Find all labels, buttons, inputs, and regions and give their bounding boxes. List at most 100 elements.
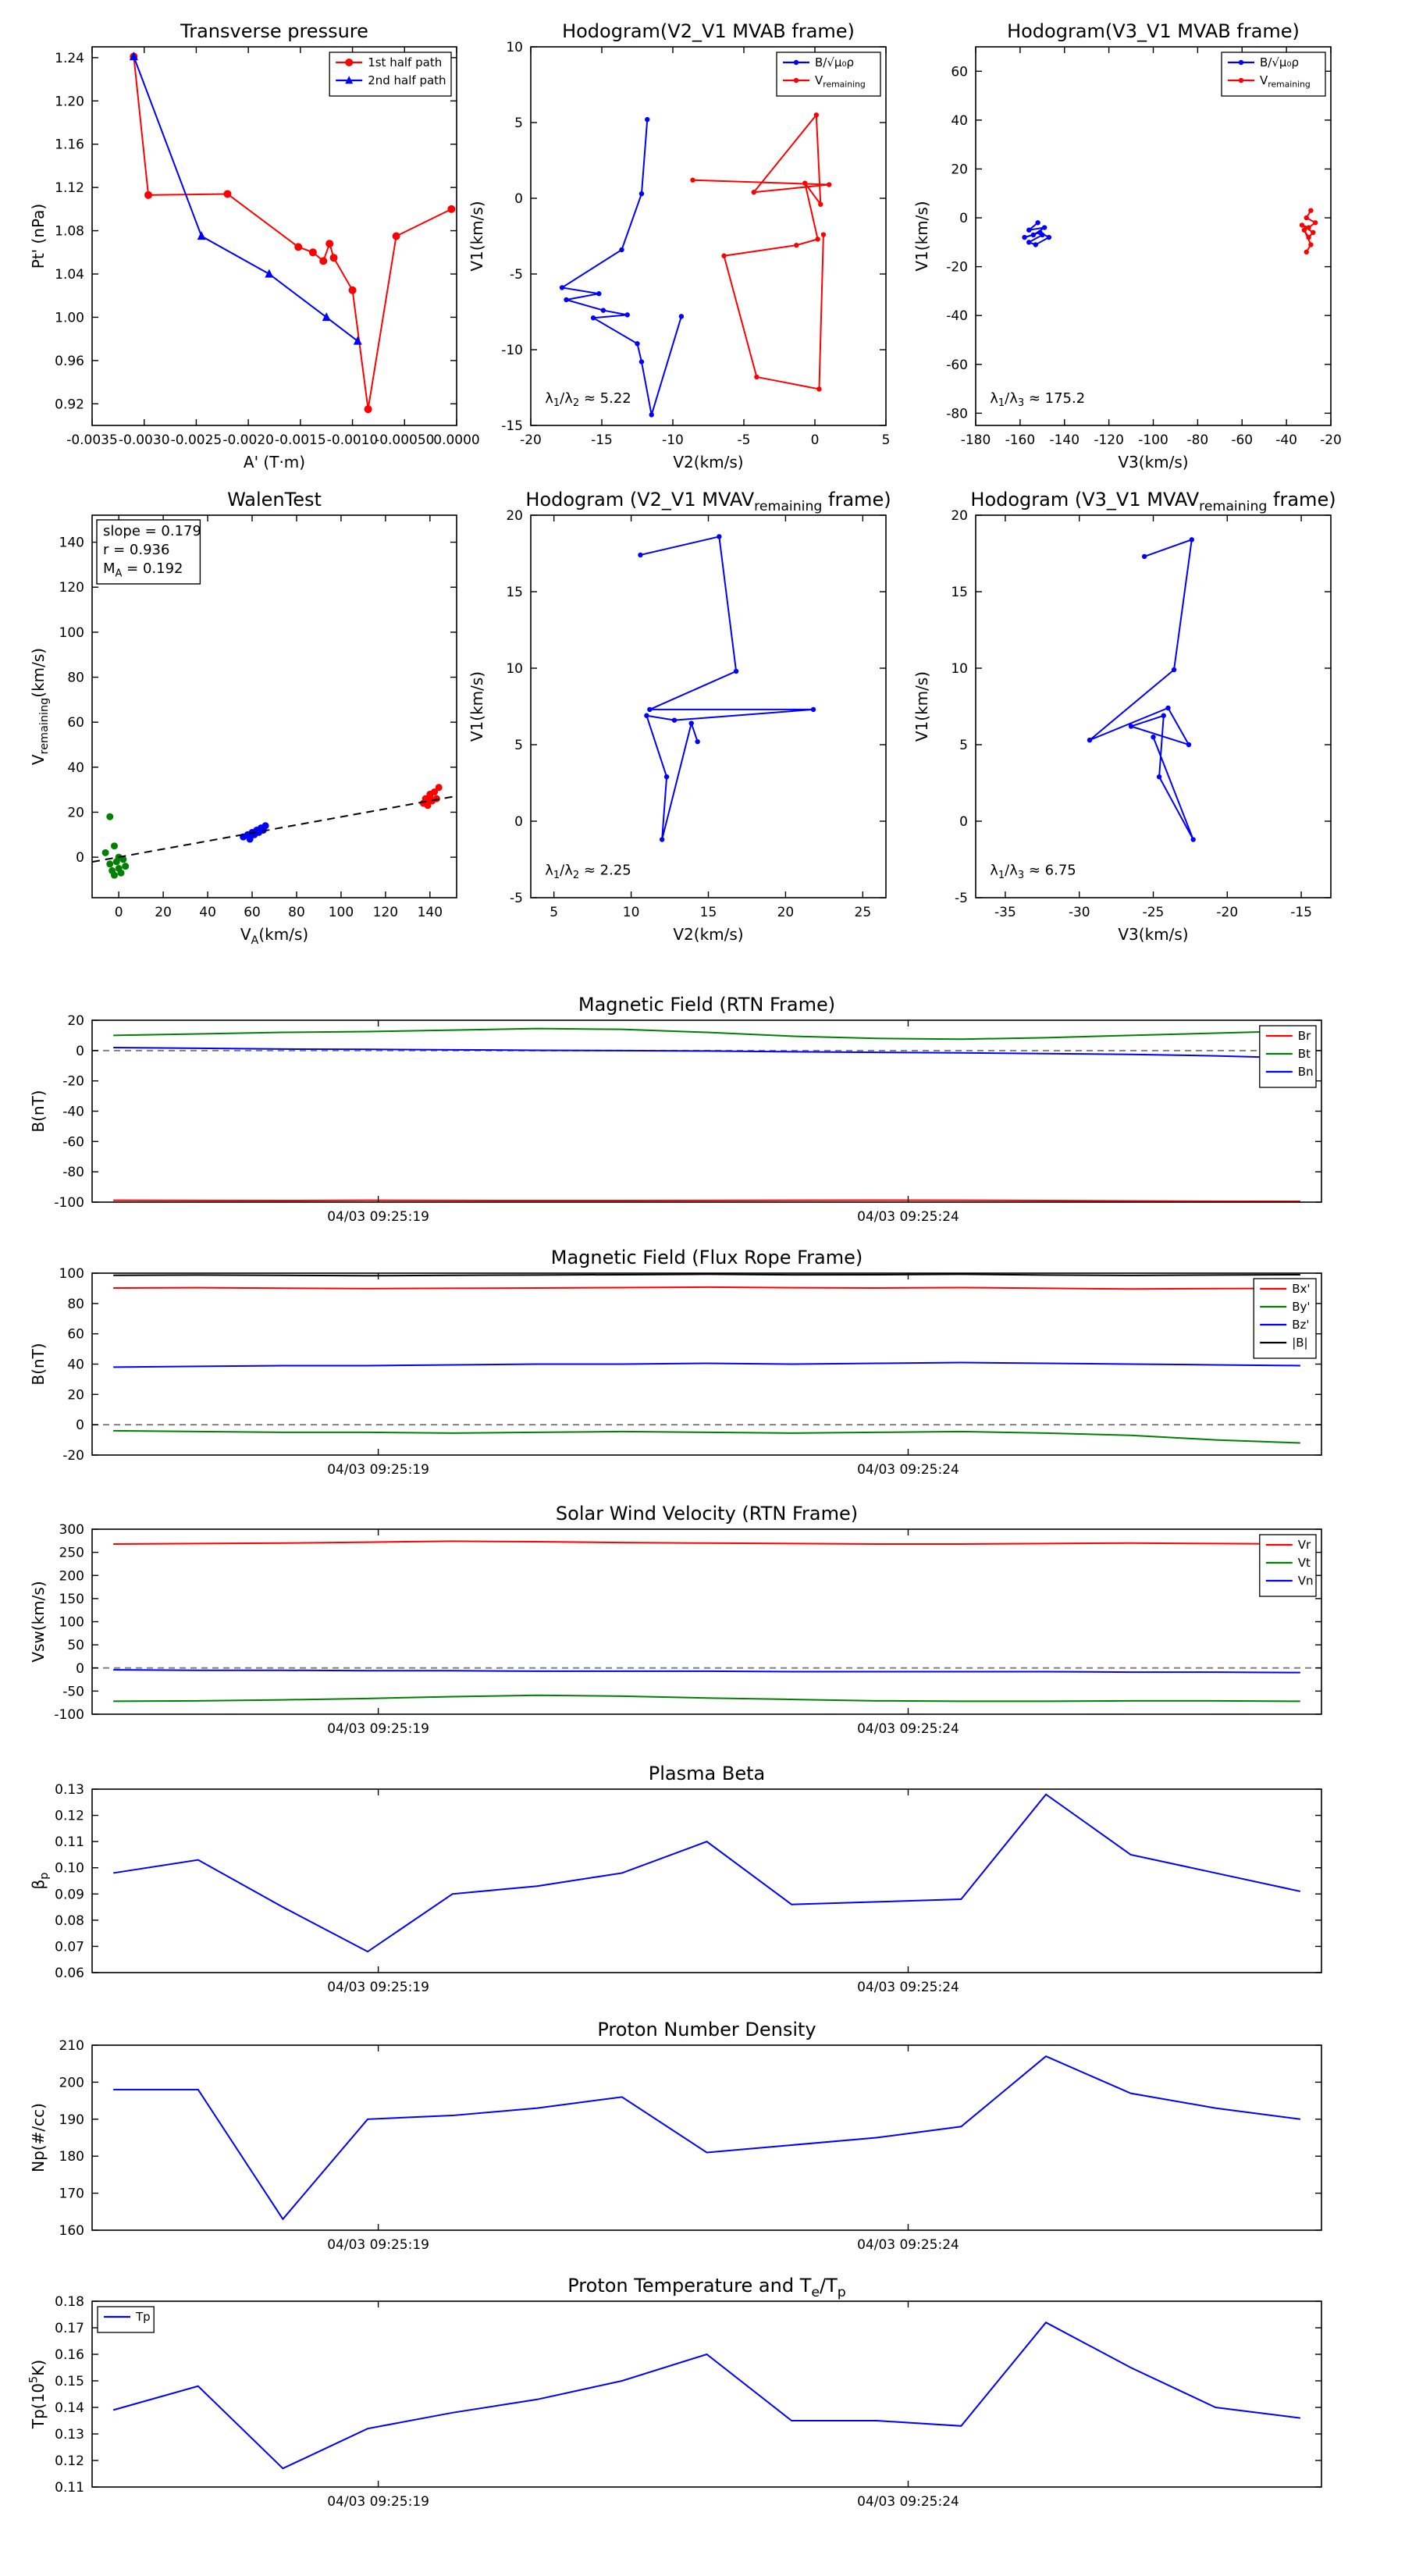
y-tick-label: 0.13 [55, 1782, 84, 1798]
y-axis-label: V1(km/s) [912, 671, 931, 742]
plot-area-hodogram-v3v1-mvav [1087, 537, 1196, 842]
legend: Bx' By' Bz' |B| [1253, 1278, 1317, 1359]
y-tick-label: 60 [67, 1327, 84, 1343]
markers-s0 [101, 813, 130, 879]
y-tick-label: -80 [62, 1165, 84, 1180]
x-tick-label: 04/03 09:25:24 [857, 1462, 959, 1478]
plot-area-hodogram-v2v1-mvab [559, 112, 832, 418]
y-axis-label: B(nT) [29, 1090, 48, 1132]
y-tick-label: 20 [506, 508, 523, 524]
y-tick-label: 40 [67, 760, 84, 776]
markers-B/√μ₀ρ [1022, 220, 1052, 247]
x-tick-label: 04/03 09:25:19 [327, 1721, 429, 1737]
x-tick-label: -15 [591, 432, 613, 448]
y-tick-label: 0.08 [55, 1913, 84, 1929]
y-tick-label: 1.20 [55, 94, 84, 109]
series-1st half path [133, 56, 452, 410]
y-tick-label: 0.07 [55, 1939, 84, 1955]
y-tick-label: 0 [514, 814, 523, 830]
y-tick-label: -40 [946, 308, 968, 324]
x-tick-label: -160 [1005, 432, 1036, 448]
y-tick-label: 80 [67, 671, 84, 686]
series-Tp [112, 2321, 1300, 2470]
x-tick-label: 25 [855, 905, 872, 920]
series-Br [113, 1199, 1300, 1202]
panel-title: Transverse pressure [180, 20, 368, 42]
markers-Vremaining [1299, 208, 1318, 255]
plot-area-walen-test [92, 784, 457, 879]
y-axis-label: V1(km/s) [468, 671, 486, 742]
x-axis-label: V3(km/s) [1118, 453, 1188, 471]
plot-area-hodogram-v2v1-mvav [638, 534, 816, 842]
y-tick-label: -5 [510, 267, 523, 283]
x-tick-label: 04/03 09:25:24 [857, 2494, 959, 2510]
legend: B/√μ₀ρ Vremaining [1221, 52, 1326, 97]
series-Vr [113, 1540, 1300, 1545]
legend-label: Tp [135, 2310, 151, 2324]
x-tick-label: -100 [1138, 432, 1168, 448]
y-tick-label: 0 [514, 191, 523, 207]
y-tick-label: 1.04 [55, 267, 84, 283]
x-axis-label: V2(km/s) [673, 453, 743, 471]
y-tick-label: 0 [76, 1418, 84, 1433]
y-tick-label: 0 [959, 814, 968, 830]
y-tick-label: 20 [67, 1387, 84, 1403]
x-tick-label: -0.0020 [222, 432, 274, 448]
annotation: λ1/λ3 ≈ 175.2 [990, 390, 1085, 409]
x-tick-label: 5 [550, 905, 558, 920]
legend-label: Vremaining [815, 73, 866, 90]
y-axis-label: Tp(105K) [28, 2360, 48, 2429]
y-tick-label: 1.08 [55, 224, 84, 240]
markers-Vremaining [690, 112, 832, 392]
y-tick-label: 50 [67, 1638, 84, 1653]
legend-label: By' [1292, 1300, 1310, 1314]
panel-vsw-rtn: 04/03 09:25:19 04/03 09:25:24 -100 -50 0 50 10… [29, 1503, 1322, 1737]
y-axis-label: V1(km/s) [468, 201, 486, 271]
plot-area-vsw-rtn [92, 1540, 1321, 1703]
y-tick-label: 0.17 [55, 2321, 84, 2336]
panel-proton-temp: 04/03 09:25:19 04/03 09:25:24 0.11 0.12 0.13… [28, 2275, 1322, 2510]
plot-area-mag-rtn [92, 1027, 1321, 1202]
x-tick-label: -0.00050 [375, 432, 434, 448]
y-tick-label: -60 [946, 358, 968, 373]
y-tick-label: 0.06 [55, 1966, 84, 1981]
y-tick-label: 15 [506, 585, 523, 600]
y-axis-label: Pt' (nPa) [29, 204, 48, 269]
y-tick-label: 100 [59, 1615, 84, 1631]
x-tick-label: -60 [1231, 432, 1253, 448]
x-axis-label: A' (T·m) [244, 453, 305, 471]
y-tick-label: 5 [514, 116, 523, 131]
y-tick-label: -10 [501, 343, 523, 358]
y-tick-label: 0 [76, 1044, 84, 1059]
x-tick-label: 04/03 09:25:19 [327, 1462, 429, 1478]
y-tick-label: 80 [67, 1297, 84, 1312]
y-tick-label: 200 [59, 2075, 84, 2090]
legend-label: Vremaining [1260, 73, 1311, 90]
y-tick-label: 10 [506, 40, 523, 55]
x-tick-label: -0.0010 [327, 432, 379, 448]
panel-title: Hodogram (V2_V1 MVAVremaining frame) [525, 489, 891, 514]
x-axis-label: VA(km/s) [240, 925, 308, 947]
y-tick-label: 100 [59, 625, 84, 641]
panel-plasma-beta: 04/03 09:25:19 04/03 09:25:24 0.06 0.07 0.08… [29, 1763, 1322, 1995]
legend-label: Bt [1298, 1047, 1311, 1061]
stats-textbox: slope = 0.179 r = 0.936 MA = 0.192 [96, 519, 201, 585]
y-tick-label: 10 [951, 661, 968, 677]
y-tick-label: 170 [59, 2186, 84, 2202]
y-tick-label: 200 [59, 1568, 84, 1584]
series-s3 [92, 795, 457, 863]
legend-label: Vn [1298, 1574, 1314, 1588]
legend-label: 1st half path [368, 55, 442, 69]
annotation: λ1/λ3 ≈ 6.75 [990, 863, 1076, 881]
panel-hodogram-v3v1-mvab: -180 -160 -140 -120 -100 -80 -60 -40 -20 -80 -60 -4… [912, 20, 1342, 471]
x-tick-label: 20 [155, 905, 172, 920]
axes-frame [91, 2300, 1322, 2488]
panel-title: WalenTest [227, 489, 322, 511]
legend: 1st half path 2nd half path [329, 52, 452, 97]
y-tick-label: 0.18 [55, 2294, 84, 2310]
legend-label: Bn [1298, 1065, 1314, 1079]
panel-walen-test: 0 20 40 60 80 100 120 140 0 20 40 60 80 100 120 140 Wale… [29, 489, 457, 947]
series-Bn [113, 1046, 1300, 1059]
y-tick-label: 60 [67, 715, 84, 731]
